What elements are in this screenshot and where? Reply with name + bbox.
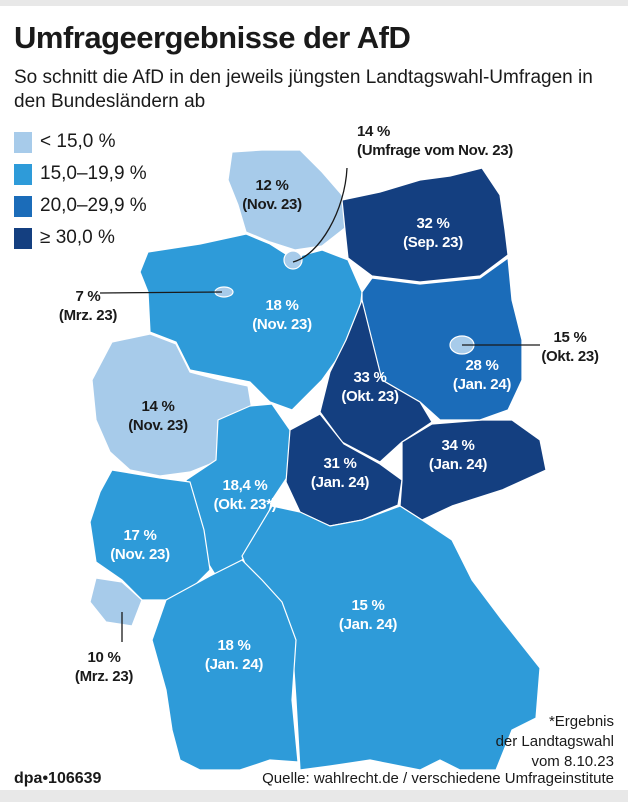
- label-saarland: 10 % (Mrz. 23): [74, 649, 134, 685]
- legend-label: ≥ 30,0 %: [40, 227, 115, 248]
- legend-item: < 15,0 %: [14, 126, 147, 158]
- label-niedersachsen: 18 % (Nov. 23): [252, 297, 312, 333]
- state-saarland: [89, 577, 143, 627]
- label-berlin: 15 % (Okt. 23): [541, 329, 599, 365]
- state-thueringen: [285, 413, 403, 527]
- legend-label: < 15,0 %: [40, 131, 116, 152]
- label-thueringen: 31 % (Jan. 24): [310, 455, 370, 491]
- state-baden-wuerttemberg: [151, 559, 299, 771]
- label-baden-wuerttemberg: 18 % (Jan. 24): [204, 637, 264, 673]
- label-hamburg: 14 % (Umfrage vom Nov. 23): [357, 123, 513, 159]
- legend-item: 15,0–19,9 %: [14, 158, 147, 190]
- label-sachsen-anhalt: 33 % (Okt. 23): [341, 369, 399, 405]
- legend-swatch-darkmid: [14, 195, 32, 217]
- legend-label: 20,0–29,9 %: [40, 195, 147, 216]
- state-sachsen-anhalt: [319, 299, 433, 463]
- map-subtitle: So schnitt die AfD in den jeweils jüngst…: [14, 67, 593, 112]
- state-niedersachsen: [139, 233, 363, 411]
- label-bremen: 7 % (Mrz. 23): [58, 288, 118, 324]
- label-sachsen: 34 % (Jan. 24): [428, 437, 488, 473]
- legend-item: ≥ 30,0 %: [14, 222, 147, 254]
- footnote: *Ergebnis der Landtagswahl vom 8.10.23: [495, 713, 614, 770]
- map-title: Umfrageergebnisse der AfD: [14, 20, 411, 55]
- legend-swatch-mid: [14, 163, 32, 185]
- leader-line-bremen: [99, 291, 223, 294]
- label-bayern: 15 % (Jan. 24): [338, 597, 398, 633]
- legend: < 15,0 % 15,0–19,9 % 20,0–29,9 % ≥ 30,0 …: [14, 126, 147, 254]
- state-bayern: [241, 505, 541, 771]
- state-mecklenburg-vorpommern: [341, 167, 509, 283]
- legend-swatch-dark: [14, 227, 32, 249]
- top-band: [0, 0, 628, 6]
- leader-line-hamburg: [292, 167, 348, 263]
- state-hamburg: [283, 250, 303, 270]
- label-rheinland-pfalz: 17 % (Nov. 23): [110, 527, 170, 563]
- legend-item: 20,0–29,9 %: [14, 190, 147, 222]
- label-schleswig-holstein: 12 % (Nov. 23): [242, 177, 302, 213]
- credit: dpa•106639: [14, 770, 102, 787]
- bottom-band: [0, 790, 628, 802]
- label-nordrhein-westfalen: 14 % (Nov. 23): [128, 398, 188, 434]
- legend-label: 15,0–19,9 %: [40, 163, 147, 184]
- source: Quelle: wahlrecht.de / verschiedene Umfr…: [262, 770, 614, 787]
- state-sachsen: [399, 419, 547, 521]
- state-schleswig-holstein: [227, 149, 346, 251]
- label-hessen: 18,4 % (Okt. 23*): [213, 477, 277, 513]
- label-mecklenburg-vorpommern: 32 % (Sep. 23): [403, 215, 463, 251]
- legend-swatch-light: [14, 131, 32, 153]
- label-brandenburg: 28 % (Jan. 24): [452, 357, 512, 393]
